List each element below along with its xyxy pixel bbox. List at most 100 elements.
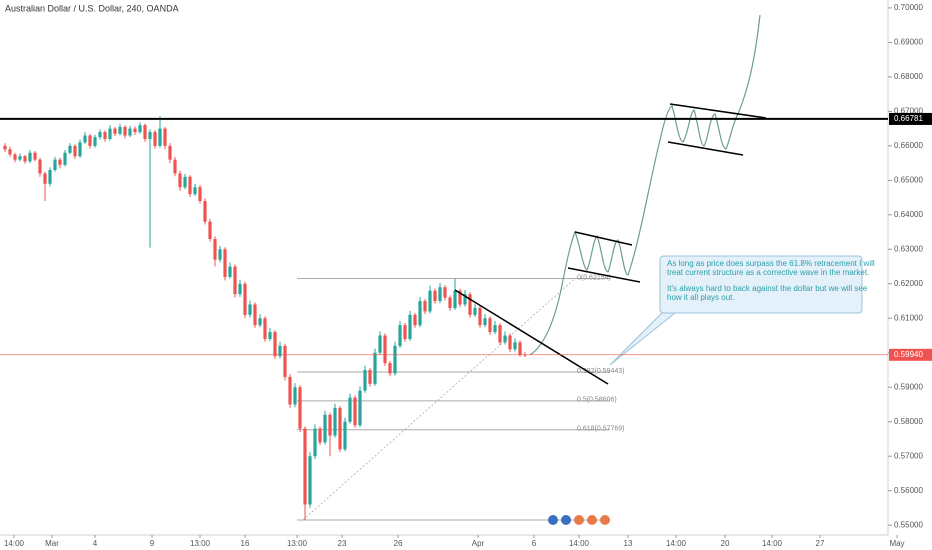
x-tick-label: 13:00 bbox=[287, 539, 308, 548]
candle-body bbox=[383, 335, 387, 364]
candle-body bbox=[13, 154, 17, 160]
candle-body bbox=[448, 297, 452, 308]
x-tick-label: 9 bbox=[150, 539, 155, 548]
annotation-text: how it all plays out. bbox=[667, 293, 735, 302]
y-tick-label: 0.66000 bbox=[894, 141, 923, 150]
annotation-text: As long as price does surpass the 61.8% … bbox=[667, 259, 875, 268]
candle-body bbox=[113, 128, 117, 134]
candle-body bbox=[368, 370, 372, 384]
candle-body bbox=[288, 376, 292, 405]
candle-body bbox=[213, 238, 217, 260]
candle-body bbox=[233, 266, 237, 295]
fib-label: 0.5(0.58606) bbox=[577, 397, 617, 404]
candle-body bbox=[478, 307, 482, 326]
candle-body bbox=[228, 266, 232, 277]
candle-body bbox=[278, 345, 282, 357]
candle-body bbox=[403, 325, 407, 339]
candle-body bbox=[43, 173, 47, 184]
candle-body bbox=[168, 145, 172, 160]
candle-body bbox=[93, 137, 97, 146]
candle-body bbox=[423, 301, 427, 312]
candle-body bbox=[483, 318, 487, 326]
candle-body bbox=[458, 290, 462, 305]
candle-body bbox=[148, 132, 152, 139]
candle-body bbox=[413, 314, 417, 326]
candle-body bbox=[143, 125, 147, 139]
candle-body bbox=[353, 397, 357, 426]
candle-body bbox=[108, 128, 112, 139]
y-tick-label: 0.56000 bbox=[894, 486, 923, 495]
x-tick-label: 26 bbox=[394, 539, 403, 548]
candle-body bbox=[513, 342, 517, 350]
candle-body bbox=[68, 145, 72, 153]
candle-body bbox=[38, 159, 42, 174]
fib-label: 0.382(0.59443) bbox=[577, 368, 624, 375]
candle-body bbox=[58, 159, 62, 165]
event-icon bbox=[574, 515, 584, 525]
candle-body bbox=[338, 407, 342, 450]
x-tick-label: Mar bbox=[45, 539, 59, 548]
y-tick-label: 0.68000 bbox=[894, 72, 923, 81]
candle-body bbox=[83, 135, 87, 143]
candle-body bbox=[258, 318, 262, 326]
x-tick-label: May bbox=[889, 539, 904, 548]
fib-label: 0.618(0.57769) bbox=[577, 426, 624, 433]
candle-body bbox=[348, 397, 352, 422]
y-tick-label: 0.67000 bbox=[894, 106, 923, 115]
candle-body bbox=[183, 176, 187, 188]
candle-body bbox=[438, 287, 442, 302]
x-tick-label: 6 bbox=[532, 539, 537, 548]
annotation-text: treat current structure as a corrective … bbox=[667, 268, 869, 277]
x-tick-label: 14:00 bbox=[569, 539, 590, 548]
flag-line bbox=[667, 141, 744, 156]
candle-body bbox=[333, 407, 337, 436]
candle-body bbox=[298, 387, 302, 429]
flag-line bbox=[574, 231, 633, 246]
annotation-box bbox=[609, 255, 863, 366]
current-price-label: 0.59940 bbox=[894, 350, 923, 359]
candle-body bbox=[358, 390, 362, 426]
candle-body bbox=[128, 128, 132, 136]
candle-body bbox=[378, 335, 382, 353]
candle-body bbox=[48, 170, 52, 184]
candle-body bbox=[138, 125, 142, 133]
candle-body bbox=[318, 428, 322, 443]
candle-body bbox=[443, 287, 447, 298]
candle-body bbox=[393, 345, 397, 374]
candle-body bbox=[173, 159, 177, 174]
candle-body bbox=[253, 304, 257, 326]
candle-body bbox=[308, 456, 312, 505]
projection bbox=[454, 14, 767, 385]
candle-body bbox=[273, 332, 277, 357]
x-tick-label: 4 bbox=[93, 539, 98, 548]
candle-body bbox=[518, 342, 522, 355]
chart-title: Australian Dollar / U.S. Dollar, 240, OA… bbox=[5, 3, 179, 13]
candle-body bbox=[323, 414, 327, 443]
candle-body bbox=[498, 325, 502, 343]
y-tick-label: 0.65000 bbox=[894, 175, 923, 184]
candle-body bbox=[473, 307, 477, 315]
x-tick-label: 14:00 bbox=[762, 539, 783, 548]
candle-body bbox=[408, 314, 412, 339]
y-tick-label: 0.58000 bbox=[894, 417, 923, 426]
fib-label: 0(0.62154) bbox=[577, 274, 611, 281]
candle-body bbox=[203, 201, 207, 222]
event-icon bbox=[587, 515, 597, 525]
candle-body bbox=[28, 152, 32, 162]
candle-body bbox=[248, 304, 252, 315]
y-tick-label: 0.64000 bbox=[894, 210, 923, 219]
candle-body bbox=[163, 128, 167, 146]
candle-body bbox=[3, 145, 7, 150]
candle-body bbox=[238, 283, 242, 295]
y-tick-label: 0.70000 bbox=[894, 3, 923, 12]
candle-body bbox=[398, 325, 402, 346]
candle-body bbox=[293, 387, 297, 405]
x-tick-label: Apr bbox=[472, 539, 485, 548]
candle-body bbox=[193, 187, 197, 195]
y-tick-label: 0.69000 bbox=[894, 38, 923, 47]
candle-body bbox=[198, 187, 202, 202]
candle-body bbox=[8, 149, 12, 155]
candle-body bbox=[208, 221, 212, 239]
candle-body bbox=[303, 428, 307, 505]
